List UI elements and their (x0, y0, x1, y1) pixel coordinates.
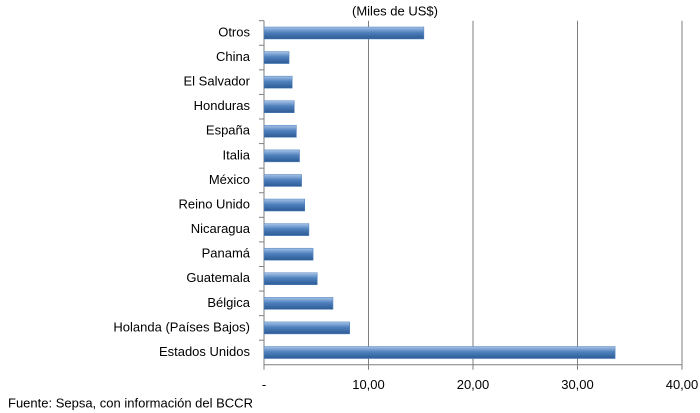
x-tick-label: 40,00 (666, 377, 699, 392)
bar (263, 247, 314, 261)
bar (263, 198, 306, 212)
y-tick-label: España (206, 123, 251, 138)
y-tick-label: Guatemala (186, 270, 250, 285)
y-tick-label: Nicaragua (191, 221, 251, 236)
y-tick-label: Honduras (194, 98, 251, 113)
bar (263, 149, 300, 163)
bar (263, 321, 350, 335)
y-tick-label: Estados Unidos (159, 344, 251, 359)
y-tick-label: Bélgica (207, 295, 250, 310)
bar (263, 272, 318, 286)
bar (263, 100, 295, 113)
x-tick-label: 20,00 (457, 377, 490, 392)
y-tick-label: Holanda (Países Bajos) (113, 319, 250, 334)
bar (263, 125, 297, 138)
bar (263, 297, 334, 310)
bar (263, 26, 425, 40)
bar (263, 346, 616, 359)
chart-subtitle: (Miles de US$) (352, 3, 438, 18)
x-tick-label: - (262, 377, 266, 392)
y-tick-label: Otros (218, 24, 250, 39)
x-tick-label: 10,00 (352, 377, 385, 392)
y-tick-label: El Salvador (184, 74, 251, 89)
bar (263, 223, 310, 236)
y-tick-label: China (216, 49, 251, 64)
bar (263, 174, 302, 187)
x-tick-label: 30,00 (561, 377, 594, 392)
bar (263, 75, 293, 89)
y-tick-label: Panamá (202, 246, 251, 261)
y-tick-label: México (209, 172, 250, 187)
y-tick-label: Reino Unido (178, 196, 250, 211)
y-tick-label: Italia (223, 147, 251, 162)
bar (263, 51, 290, 64)
source-note: Fuente: Sepsa, con información del BCCR (8, 395, 253, 410)
